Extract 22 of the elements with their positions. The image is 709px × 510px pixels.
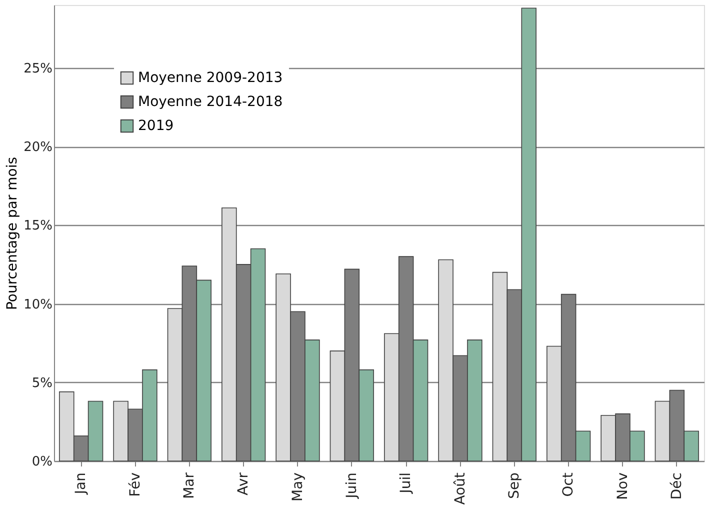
- y-tick-label: 5%: [32, 376, 52, 391]
- y-tick-label: 20%: [24, 140, 52, 156]
- legend-label: Moyenne 2009-2013: [138, 70, 283, 86]
- x-tick-label: Août: [452, 472, 468, 505]
- y-axis-title: Pourcentage par mois: [4, 156, 21, 310]
- x-tick-label: Nov: [614, 472, 631, 500]
- x-tick-label: Mar: [181, 472, 198, 499]
- y-tick-label: 25%: [24, 61, 52, 76]
- x-tick-label: May: [290, 472, 306, 502]
- x-tick-label: Juil: [398, 472, 414, 494]
- x-tick-label: Oct: [560, 472, 577, 497]
- x-tick-label: Jan: [73, 472, 90, 496]
- x-tick-label: Fév: [127, 472, 144, 497]
- x-tick-label: Avr: [236, 472, 252, 496]
- y-tick-label: 0%: [32, 454, 52, 470]
- x-tick-label: Déc: [668, 472, 685, 500]
- x-tick-label: Juin: [344, 472, 360, 500]
- y-tick-label: 15%: [24, 218, 52, 234]
- x-tick-label: Sep: [506, 472, 522, 499]
- legend-label: 2019: [138, 118, 174, 134]
- y-tick-label: 10%: [24, 297, 52, 312]
- legend-label: Moyenne 2014-2018: [138, 94, 283, 110]
